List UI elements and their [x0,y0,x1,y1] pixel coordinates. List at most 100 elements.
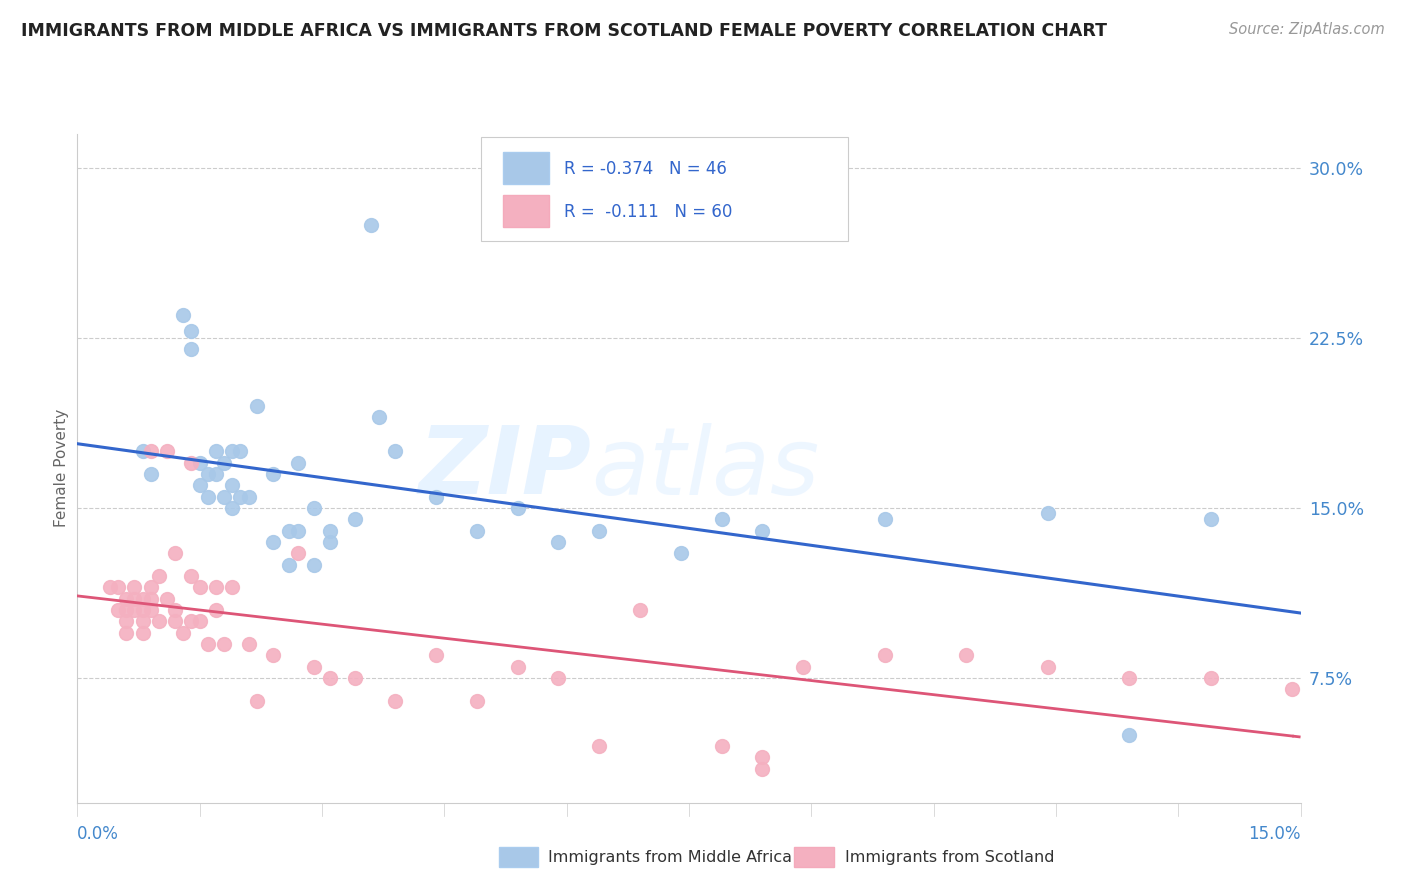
Point [124,603,146,617]
Point [302,659,325,673]
Point [115,603,138,617]
Point [465,524,488,538]
Text: Source: ZipAtlas.com: Source: ZipAtlas.com [1229,22,1385,37]
Point [180,456,202,470]
Point [262,648,284,663]
Point [547,535,569,549]
Point [221,580,243,594]
Point [588,524,610,538]
Point [425,490,447,504]
Point [107,603,129,617]
Point [238,490,260,504]
Point [98,580,121,594]
FancyBboxPatch shape [481,137,848,241]
Point [873,512,896,526]
Text: R =  -0.111   N = 60: R = -0.111 N = 60 [564,203,733,221]
Point [1118,671,1140,685]
Point [139,603,162,617]
Point [1199,671,1222,685]
Point [710,512,733,526]
Text: 15.0%: 15.0% [1249,825,1301,843]
Point [287,456,309,470]
Point [343,512,366,526]
Point [368,410,391,425]
Point [180,569,202,583]
Point [792,659,814,673]
Point [425,648,447,663]
Point [172,308,194,322]
Point [131,591,153,606]
Point [1281,682,1303,697]
Point [139,580,162,594]
Point [465,694,488,708]
Point [384,694,406,708]
Point [205,467,228,481]
Point [221,444,243,458]
Point [165,603,187,617]
Point [172,625,194,640]
Point [115,591,138,606]
Point [588,739,610,753]
Point [1036,506,1059,520]
Point [1036,659,1059,673]
Point [873,648,896,663]
Point [710,739,733,753]
Point [139,591,162,606]
Point [124,591,146,606]
Point [180,343,202,357]
Point [124,580,146,594]
Point [287,546,309,560]
Point [131,444,153,458]
Point [319,535,342,549]
Point [205,580,228,594]
Point [751,524,773,538]
Point [506,659,529,673]
Point [343,671,366,685]
Point [955,648,977,663]
Point [148,569,170,583]
Point [180,324,202,338]
Point [197,490,219,504]
Point [131,615,153,629]
Point [221,478,243,492]
Point [360,218,382,232]
Text: atlas: atlas [591,423,820,514]
Point [246,399,269,413]
Text: ZIP: ZIP [418,422,591,515]
Point [188,456,211,470]
Text: Immigrants from Scotland: Immigrants from Scotland [845,850,1054,864]
Point [547,671,569,685]
Point [221,500,243,515]
Point [115,625,138,640]
Point [262,535,284,549]
Point [238,637,260,651]
Point [197,467,219,481]
Point [1199,512,1222,526]
Point [628,603,651,617]
Point [115,615,138,629]
Point [1118,728,1140,742]
Point [139,467,162,481]
Point [197,637,219,651]
Point [165,615,187,629]
Point [319,524,342,538]
Point [188,478,211,492]
Point [156,444,179,458]
Point [188,615,211,629]
Text: IMMIGRANTS FROM MIDDLE AFRICA VS IMMIGRANTS FROM SCOTLAND FEMALE POVERTY CORRELA: IMMIGRANTS FROM MIDDLE AFRICA VS IMMIGRA… [21,22,1107,40]
Point [212,637,235,651]
Point [165,546,187,560]
Point [287,524,309,538]
Point [180,615,202,629]
Point [278,558,301,572]
Point [751,762,773,776]
Point [751,750,773,764]
Point [319,671,342,685]
Point [229,490,252,504]
Point [205,603,228,617]
Y-axis label: Female Poverty: Female Poverty [53,409,69,527]
Point [139,444,162,458]
Point [384,444,406,458]
Point [262,467,284,481]
Point [212,456,235,470]
